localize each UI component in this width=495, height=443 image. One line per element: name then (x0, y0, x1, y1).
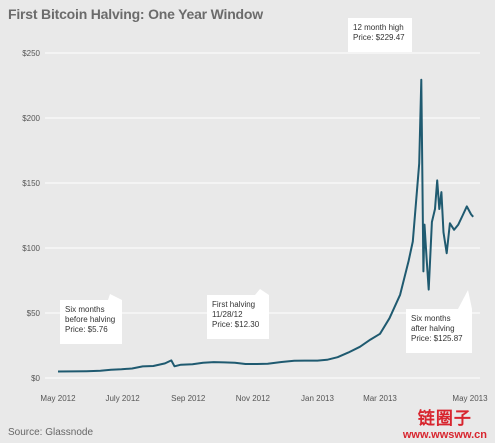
x-tick-label: Nov 2012 (236, 394, 271, 403)
annotation-text: Six months (65, 305, 105, 314)
annotation-box (207, 295, 269, 339)
annotation-text: First halving (212, 300, 255, 309)
y-tick-label: $0 (31, 374, 40, 383)
annotation-pointer (458, 290, 472, 309)
x-tick-label: Sep 2012 (171, 394, 206, 403)
y-tick-label: $250 (22, 49, 40, 58)
y-axis: $0 $50 $100 $150 $200 $250 (22, 49, 40, 383)
annotation-text: Price: $229.47 (353, 33, 405, 42)
x-tick-label: Mar 2013 (363, 394, 397, 403)
annotation-text: Price: $125.87 (411, 334, 463, 343)
annotation-pointers (108, 289, 472, 309)
watermark-logo: 链圈子 (417, 409, 472, 429)
annotation-pointer (108, 294, 122, 300)
x-tick-label: July 2012 (105, 394, 140, 403)
x-axis: May 2012 July 2012 Sep 2012 Nov 2012 Jan 201… (40, 394, 488, 403)
chart-title: First Bitcoin Halving: One Year Window (8, 6, 263, 22)
x-tick-label: May 2012 (40, 394, 76, 403)
y-tick-label: $150 (22, 179, 40, 188)
watermark-url: www.wwsww.cn (402, 429, 487, 441)
y-tick-label: $200 (22, 114, 40, 123)
annotation-text: Price: $5.76 (65, 325, 108, 334)
watermark: 链圈子 www.wwsww.cn (403, 404, 487, 441)
annotation-text: after halving (411, 324, 455, 333)
annotation-pointer (255, 289, 269, 295)
annotation-text: Six months (411, 314, 451, 323)
annotation-box (60, 300, 122, 344)
annotation-text: before halving (65, 315, 115, 324)
y-tick-label: $100 (22, 244, 40, 253)
annotation-text: 11/28/12 (212, 310, 243, 319)
annotation-box (348, 18, 412, 52)
price-line-series (57, 78, 474, 373)
x-tick-label: Jan 2013 (301, 394, 334, 403)
source-note: Source: Glassnode (8, 427, 94, 438)
x-tick-label: May 2013 (452, 394, 488, 403)
y-tick-label: $50 (27, 309, 41, 318)
annotation-text: 12 month high (353, 23, 404, 32)
annotation-text: Price: $12.30 (212, 320, 260, 329)
annotation-box (406, 309, 472, 353)
